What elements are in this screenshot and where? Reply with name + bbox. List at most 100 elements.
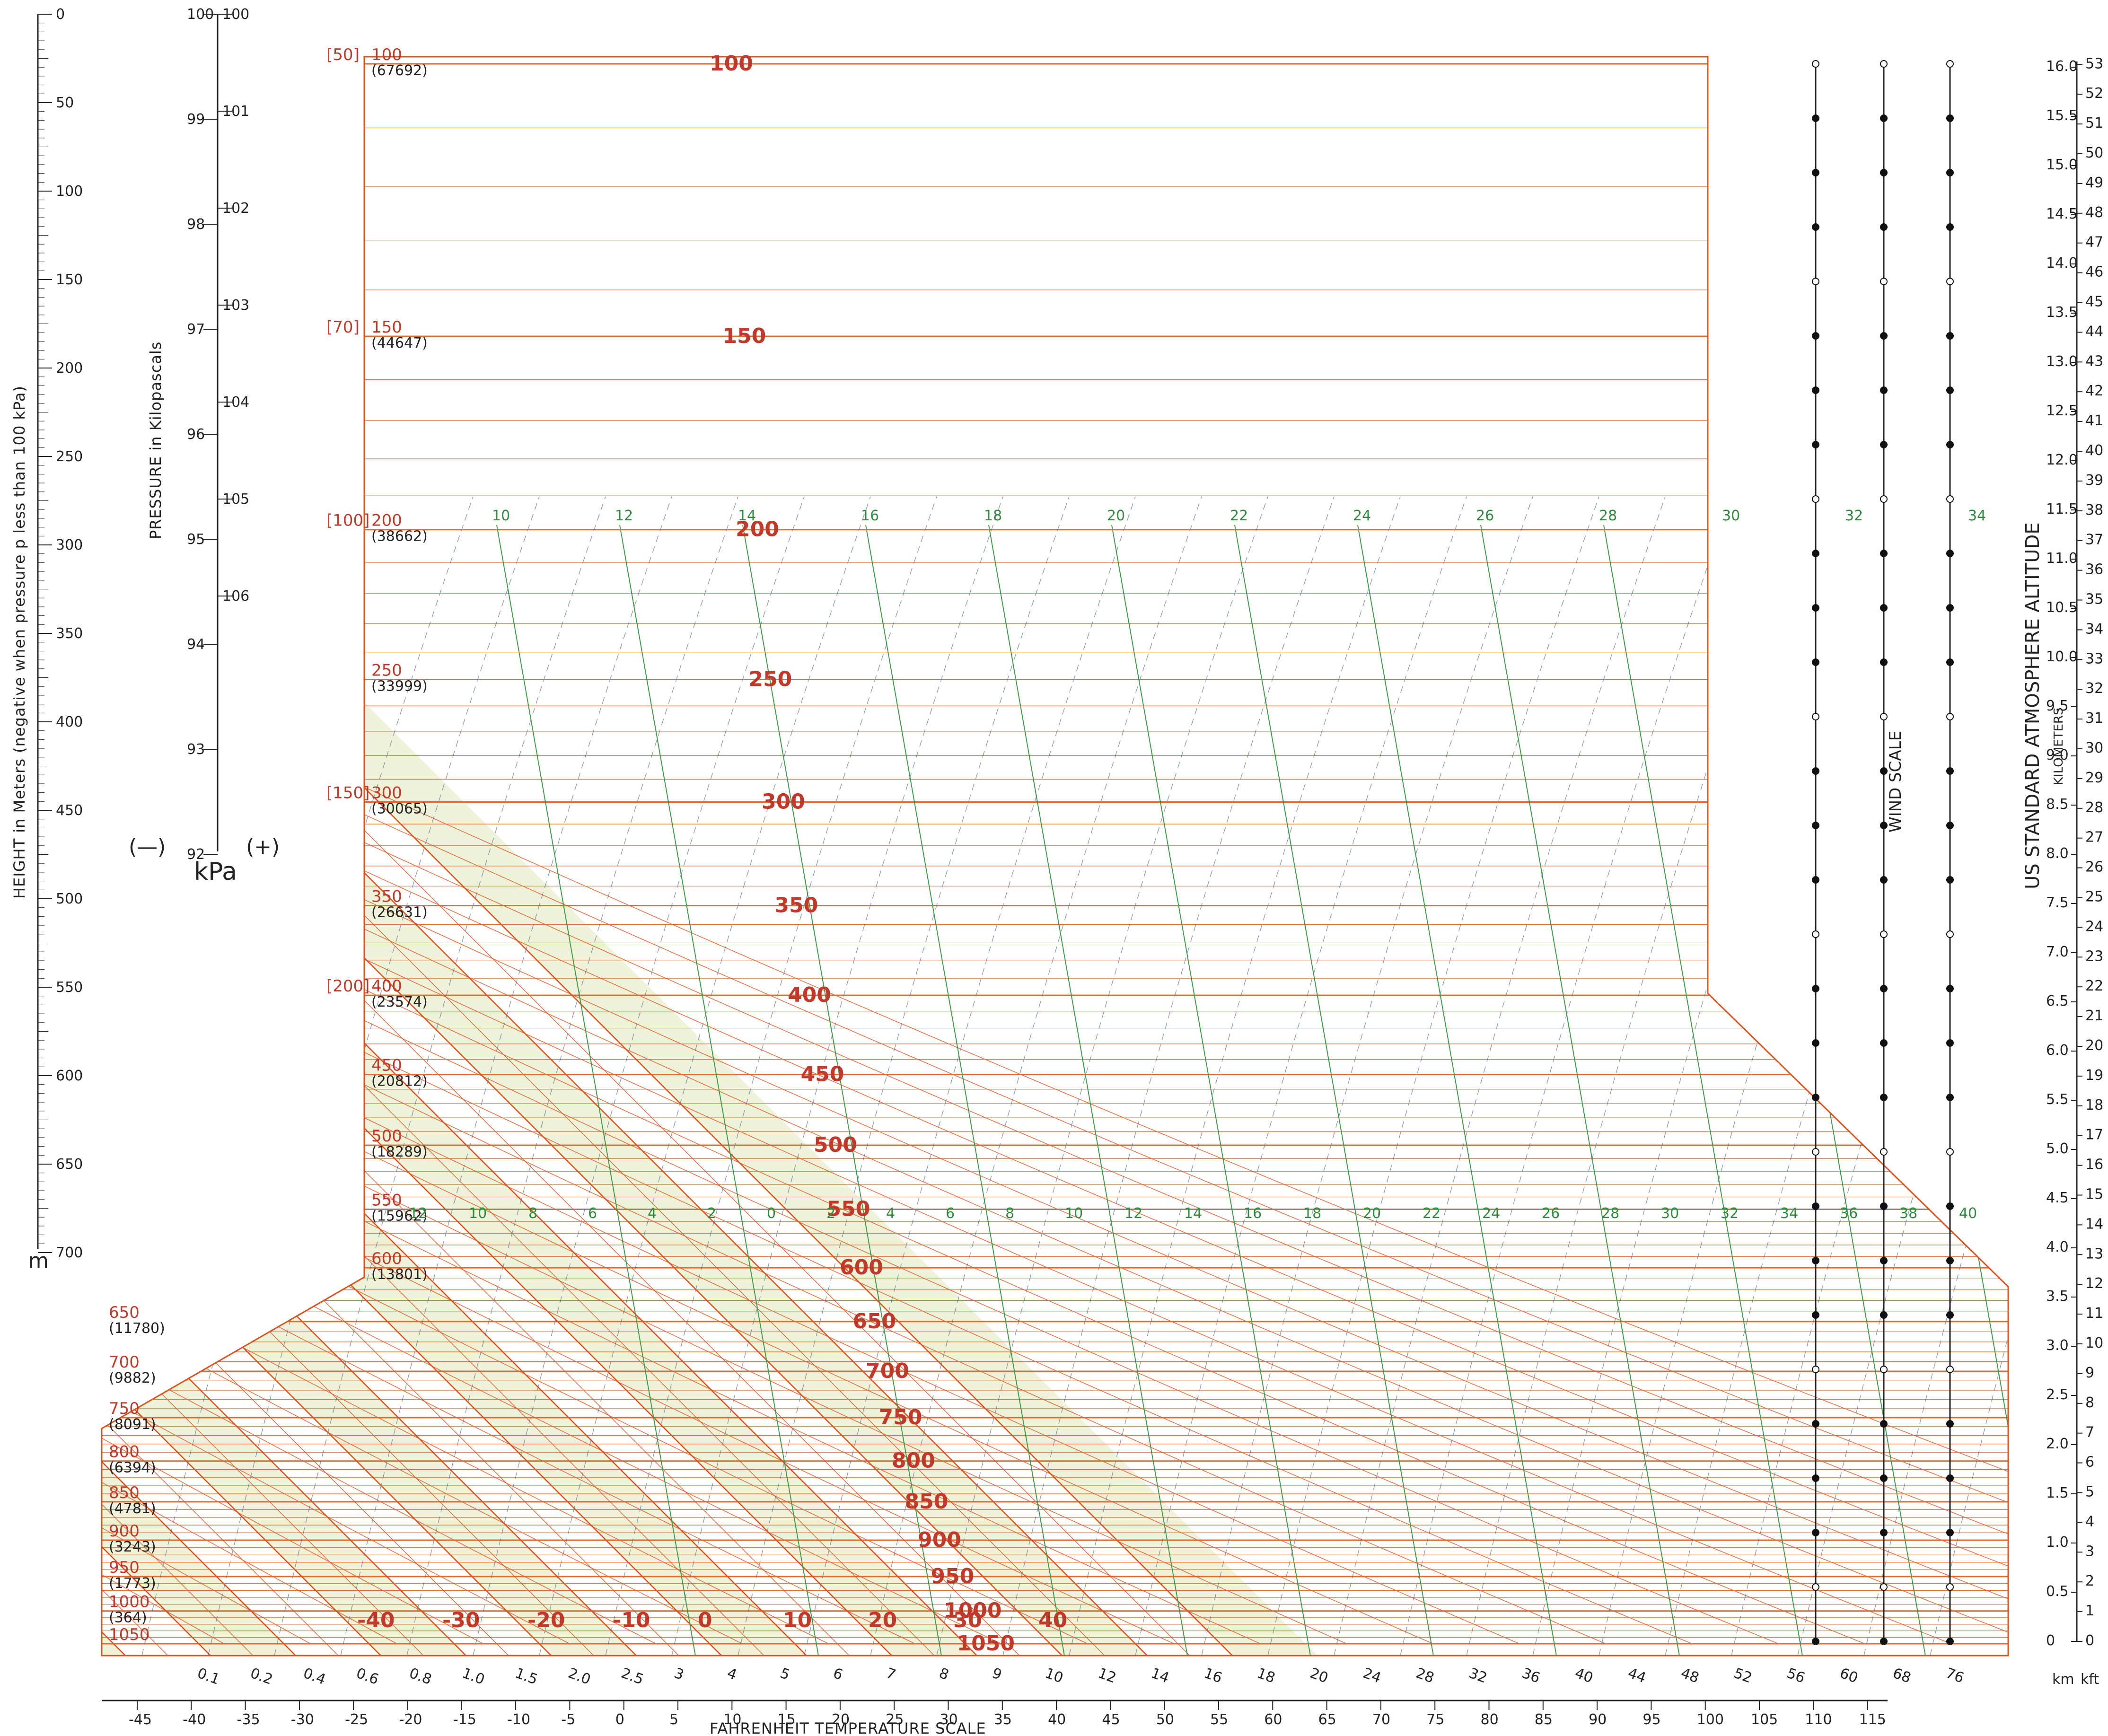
isotherm-label: -20: [527, 1608, 565, 1632]
wind-staff-mark: [1812, 1312, 1819, 1318]
mixing-ratio-mid-label: 30: [1661, 1205, 1679, 1222]
isobar-label: 300: [371, 784, 402, 803]
isobar-mid-label: 750: [879, 1405, 922, 1429]
isobar-label: 450: [371, 1056, 402, 1075]
isobar-label: 650: [109, 1303, 140, 1322]
mixing-ratio-mid-label: 2: [707, 1205, 716, 1222]
wind-staff-mark: [1947, 1638, 1953, 1645]
mixing-ratio-mid-label: 8: [528, 1205, 537, 1222]
wind-staff-mark: [1812, 333, 1819, 339]
isobar-feet-label: (18289): [371, 1144, 428, 1160]
moist-adiabat-line: [1864, 497, 2108, 1656]
fahrenheit-tick-label: -10: [507, 1711, 530, 1728]
mixing-ratio-top-label: 34: [1968, 508, 1986, 524]
fahrenheit-tick-label: 115: [1859, 1711, 1886, 1728]
isobar-feet-label: (11780): [109, 1320, 165, 1337]
fahrenheit-tick-label: 90: [1589, 1711, 1607, 1728]
bottom-ratio-label: 56: [1784, 1665, 1807, 1687]
km-tick-label: 4.0: [2046, 1239, 2069, 1255]
km-tick-label: 4.5: [2046, 1190, 2069, 1206]
fahrenheit-tick-label: 35: [994, 1711, 1012, 1728]
mixing-ratio-mid-label: 38: [1899, 1205, 1917, 1222]
bottom-ratio-label: 16: [1202, 1665, 1224, 1687]
isobar-label: 150: [371, 318, 402, 337]
height-tick-label: 550: [56, 979, 83, 996]
wind-staff-mark: [1880, 1257, 1887, 1264]
bottom-ratio-label: 3: [672, 1665, 686, 1683]
fahrenheit-tick-label: 65: [1318, 1711, 1336, 1728]
kpa-tick-label-left: 93: [187, 741, 205, 758]
bottom-ratio-label: 10: [1043, 1665, 1065, 1687]
km-tick-label: 16.0: [2046, 58, 2078, 75]
moist-adiabat-line: [1798, 497, 2108, 1656]
bottom-ratio-label: 18: [1255, 1665, 1277, 1687]
kft-tick-label: 46: [2085, 264, 2103, 281]
bottom-ratio-label: 76: [1943, 1665, 1966, 1687]
kft-tick-label: 23: [2085, 948, 2103, 964]
mixing-ratio-mid-label: 10: [1065, 1205, 1083, 1222]
kft-tick-label: 31: [2085, 710, 2103, 727]
height-tick-label: 100: [56, 183, 83, 200]
height-tick-label: 300: [56, 537, 83, 553]
wind-staff-mark: [1880, 61, 1887, 67]
wind-staff-mark: [1947, 1584, 1953, 1590]
wind-staff-mark: [1812, 1638, 1819, 1645]
wind-staff-mark: [1812, 877, 1819, 883]
kft-tick-label: 21: [2085, 1008, 2103, 1024]
wind-staff-mark: [1880, 1149, 1887, 1155]
wind-staff-mark: [1812, 1420, 1819, 1427]
isobar-mid-label: 800: [892, 1449, 935, 1473]
wind-staff-mark: [1947, 659, 1953, 666]
km-tick-label: 15.5: [2046, 107, 2078, 124]
isobar-label: 1000: [109, 1593, 150, 1612]
height-tick-label: 250: [56, 448, 83, 465]
bottom-ratio-label: 32: [1467, 1665, 1489, 1687]
km-tick-label: 0: [2046, 1632, 2055, 1649]
km-tick-label: 1.5: [2046, 1485, 2069, 1501]
kft-tick-label: 14: [2085, 1216, 2103, 1232]
mixing-ratio-mid-label: 16: [1244, 1205, 1262, 1222]
kft-tick-label: 29: [2085, 770, 2103, 786]
height-tick-label: 650: [56, 1156, 83, 1173]
wind-staff-mark: [1880, 441, 1887, 448]
mixing-ratio-top-label: 30: [1722, 508, 1740, 524]
bottom-ratio-label: 12: [1096, 1665, 1118, 1687]
moist-adiabat-line: [1665, 497, 1996, 1656]
kpa-tick-label-left: 94: [187, 636, 205, 653]
kft-tick-label: 25: [2085, 889, 2103, 905]
kft-tick-label: 11: [2085, 1305, 2103, 1322]
km-tick-label: 14.0: [2046, 255, 2078, 272]
kft-tick-label: 17: [2085, 1127, 2103, 1143]
wind-staff-mark: [1812, 822, 1819, 829]
wind-staff-mark: [1812, 1149, 1819, 1155]
wind-staff-mark: [1812, 115, 1819, 122]
wind-staff-mark: [1880, 1475, 1887, 1482]
fahrenheit-tick-label: -25: [345, 1711, 368, 1728]
bottom-ratio-label: 40: [1572, 1665, 1595, 1687]
isobar-mid-label: 350: [775, 893, 818, 917]
wind-staff-mark: [1880, 659, 1887, 666]
wind-staff-mark: [1812, 1094, 1819, 1101]
mixing-ratio-mid-label: 34: [1780, 1205, 1798, 1222]
km-tick-label: 15.0: [2046, 157, 2078, 173]
km-tick-label: 3.0: [2046, 1337, 2069, 1354]
km-tick-label: 0.5: [2046, 1583, 2069, 1600]
moist-adiabat-line: [1268, 497, 1599, 1656]
mixing-ratio-mid-label: 2: [826, 1205, 835, 1222]
wind-staff-mark: [1947, 1366, 1953, 1373]
isotherm-label: -40: [357, 1608, 395, 1632]
km-tick-label: 12.0: [2046, 452, 2078, 468]
isobar-label: 950: [109, 1558, 140, 1577]
kft-tick-label: 3: [2085, 1543, 2094, 1560]
bottom-ratio-label: 68: [1890, 1665, 1913, 1687]
wind-staff-mark: [1947, 822, 1953, 829]
km-tick-label: 8.5: [2046, 796, 2069, 813]
mixing-ratio-top-label: 26: [1476, 508, 1494, 524]
isobar-label: 100: [371, 45, 402, 64]
mixing-ratio-mid-label: 4: [886, 1205, 895, 1222]
kft-tick-label: 34: [2085, 621, 2103, 637]
isobar-label: 200: [371, 511, 402, 530]
km-tick-label: 5.0: [2046, 1140, 2069, 1157]
height-tick-label: 50: [56, 95, 74, 111]
moist-adiabat-line: [1400, 497, 1731, 1656]
